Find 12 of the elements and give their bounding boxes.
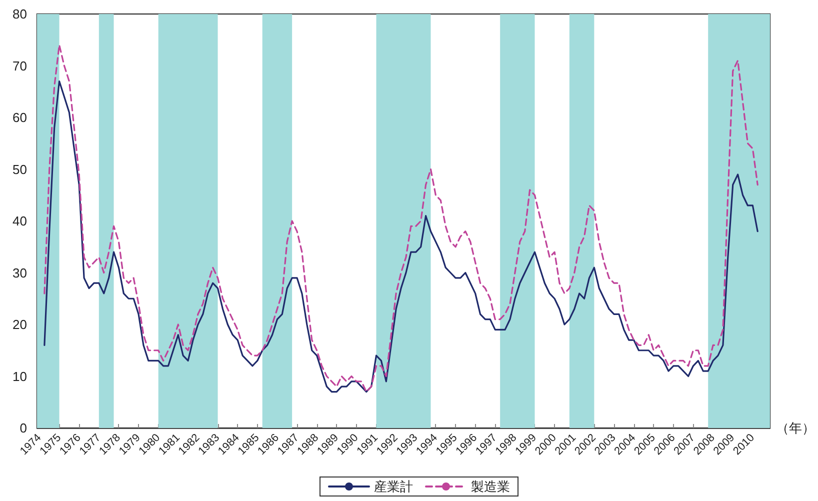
y-tick-label: 30 bbox=[12, 265, 27, 280]
y-tick-label: 70 bbox=[12, 58, 27, 74]
x-axis-title: （年） bbox=[776, 420, 815, 436]
legend-label: 製造業 bbox=[471, 479, 510, 494]
y-tick-label: 40 bbox=[12, 214, 27, 228]
y-tick-label: 10 bbox=[12, 368, 27, 384]
y-tick-label: 0 bbox=[20, 420, 27, 436]
y-tick-label: 80 bbox=[12, 6, 27, 22]
y-tick-label: 20 bbox=[12, 317, 27, 332]
y-tick-label: 50 bbox=[12, 162, 27, 177]
y-tick-label: 60 bbox=[12, 110, 27, 125]
legend-label: 産業計 bbox=[374, 479, 413, 494]
